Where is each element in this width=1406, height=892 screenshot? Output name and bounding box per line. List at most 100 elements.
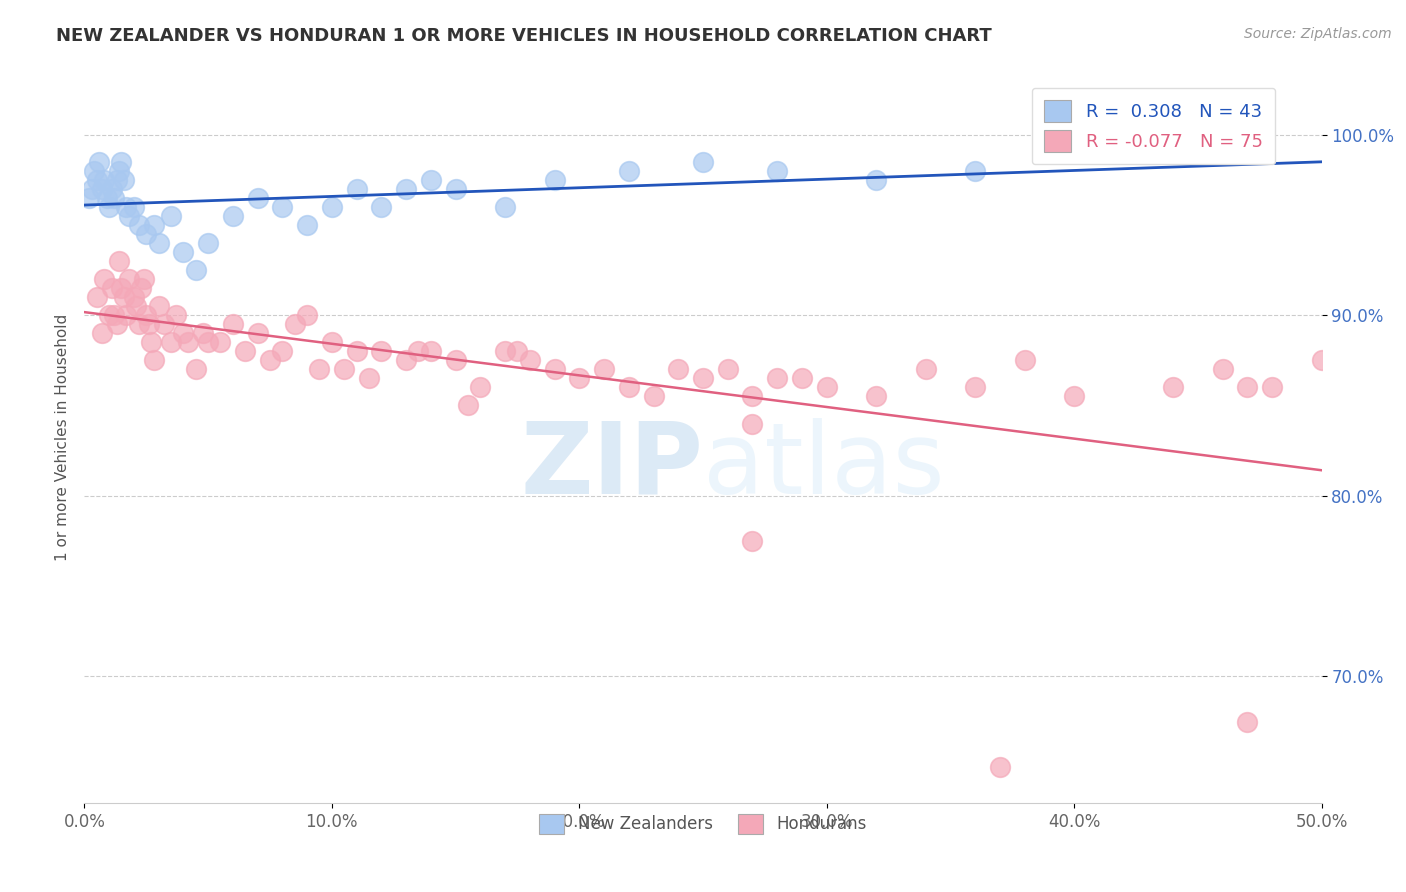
Point: [271, 344, 294, 359]
Point: [988, 760, 1011, 774]
Point: [89, 154, 111, 169]
Point: [295, 218, 318, 232]
Point: [105, 172, 128, 186]
Y-axis label: 1 or more Vehicles in Household: 1 or more Vehicles in Household: [55, 313, 70, 561]
Point: [184, 263, 207, 277]
Point: [965, 163, 987, 178]
Point: [494, 344, 516, 359]
Point: [321, 335, 343, 350]
Point: [308, 362, 330, 376]
Point: [93, 172, 115, 186]
Point: [741, 389, 763, 403]
Point: [110, 281, 132, 295]
Point: [222, 317, 245, 331]
Point: [1261, 380, 1284, 394]
Point: [80, 182, 103, 196]
Point: [184, 362, 207, 376]
Point: [346, 344, 368, 359]
Text: Source: ZipAtlas.com: Source: ZipAtlas.com: [1244, 27, 1392, 41]
Point: [129, 281, 152, 295]
Point: [222, 209, 245, 223]
Point: [191, 326, 214, 341]
Point: [766, 371, 789, 385]
Point: [79, 191, 101, 205]
Point: [100, 182, 122, 196]
Point: [110, 154, 132, 169]
Point: [543, 172, 565, 186]
Point: [543, 362, 565, 376]
Point: [519, 353, 541, 368]
Point: [643, 389, 665, 403]
Point: [148, 235, 170, 250]
Point: [122, 200, 145, 214]
Point: [98, 308, 121, 322]
Point: [148, 299, 170, 313]
Point: [108, 163, 131, 178]
Point: [115, 308, 138, 322]
Text: ZIP: ZIP: [520, 417, 703, 515]
Point: [141, 335, 163, 350]
Point: [172, 244, 194, 259]
Point: [172, 326, 194, 341]
Point: [135, 308, 157, 322]
Text: NEW ZEALANDER VS HONDURAN 1 OR MORE VEHICLES IN HOUSEHOLD CORRELATION CHART: NEW ZEALANDER VS HONDURAN 1 OR MORE VEHI…: [56, 27, 993, 45]
Point: [419, 344, 441, 359]
Point: [692, 154, 714, 169]
Point: [395, 353, 418, 368]
Point: [98, 200, 121, 214]
Point: [142, 353, 165, 368]
Point: [295, 308, 318, 322]
Point: [321, 200, 343, 214]
Point: [103, 308, 125, 322]
Point: [457, 399, 479, 413]
Point: [593, 362, 616, 376]
Point: [125, 299, 148, 313]
Point: [105, 317, 128, 331]
Point: [1236, 714, 1258, 729]
Point: [177, 335, 200, 350]
Point: [408, 344, 430, 359]
Point: [815, 380, 838, 394]
Point: [118, 209, 141, 223]
Point: [357, 371, 380, 385]
Point: [160, 209, 183, 223]
Point: [1310, 353, 1333, 368]
Point: [96, 191, 118, 205]
Point: [246, 191, 269, 205]
Point: [346, 182, 368, 196]
Point: [692, 371, 714, 385]
Text: atlas: atlas: [703, 417, 945, 515]
Point: [444, 353, 467, 368]
Point: [333, 362, 356, 376]
Point: [83, 163, 105, 178]
Point: [112, 172, 135, 186]
Point: [271, 200, 294, 214]
Point: [132, 272, 155, 286]
Point: [494, 200, 516, 214]
Point: [444, 182, 467, 196]
Point: [152, 317, 174, 331]
Point: [419, 172, 441, 186]
Point: [93, 272, 115, 286]
Point: [135, 227, 157, 241]
Point: [741, 417, 763, 431]
Point: [90, 326, 112, 341]
Point: [209, 335, 232, 350]
Point: [128, 317, 150, 331]
Point: [1063, 389, 1085, 403]
Point: [197, 235, 219, 250]
Point: [86, 172, 108, 186]
Point: [100, 281, 122, 295]
Point: [666, 362, 689, 376]
Point: [470, 380, 492, 394]
Point: [142, 218, 165, 232]
Point: [86, 290, 108, 304]
Point: [122, 290, 145, 304]
Point: [395, 182, 418, 196]
Point: [112, 290, 135, 304]
Point: [1014, 353, 1036, 368]
Point: [259, 353, 281, 368]
Legend: New Zealanders, Hondurans: New Zealanders, Hondurans: [527, 802, 879, 846]
Point: [865, 389, 887, 403]
Point: [1236, 380, 1258, 394]
